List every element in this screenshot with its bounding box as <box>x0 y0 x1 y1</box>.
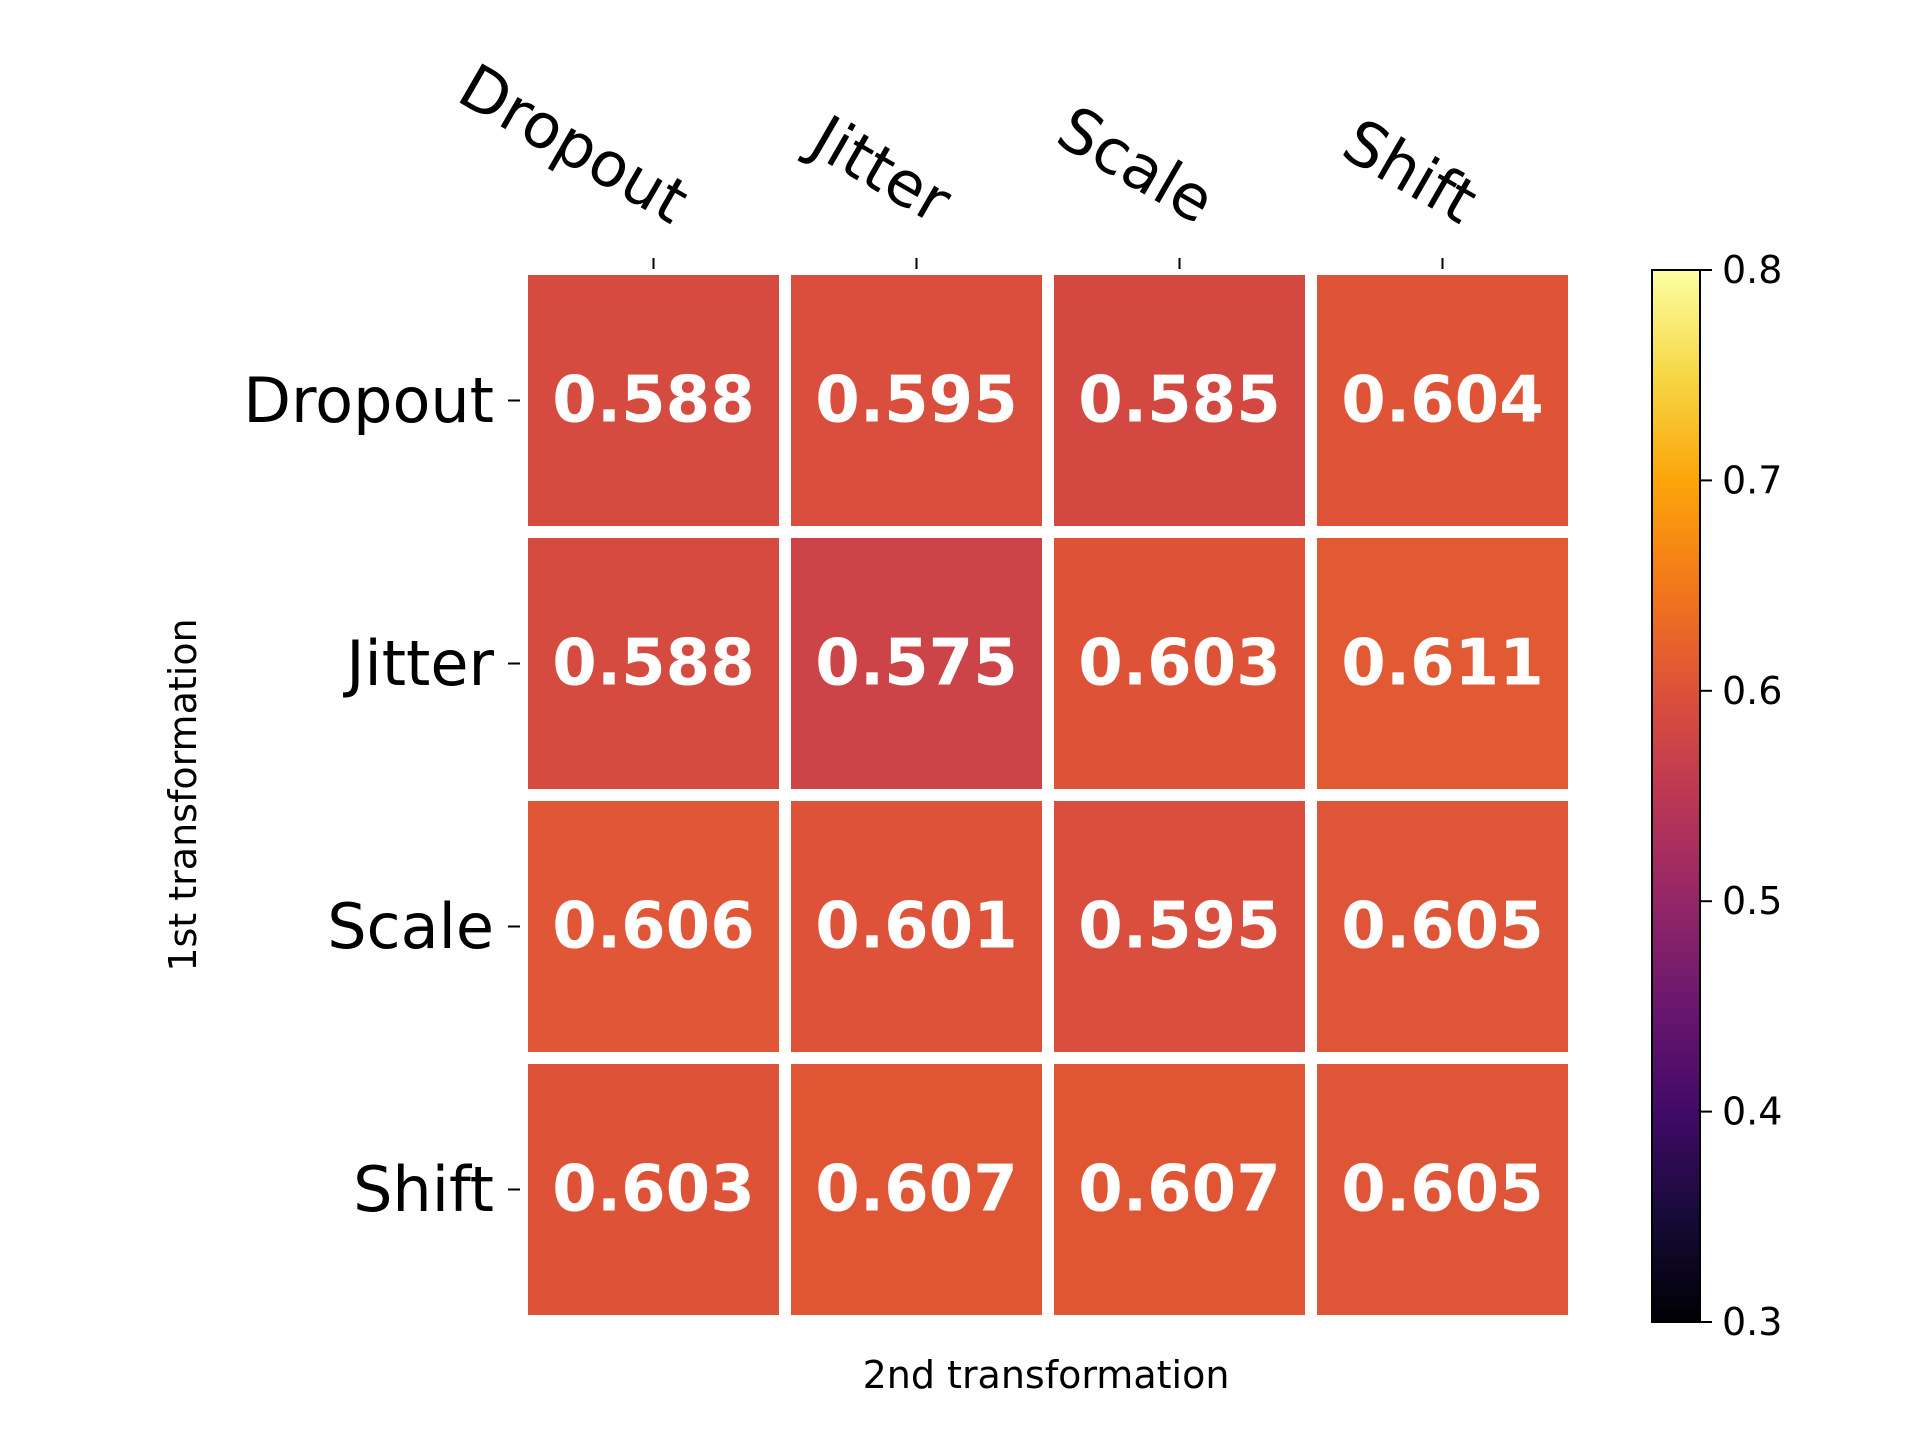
x-tick-label: Jitter <box>796 99 964 238</box>
heatmap-cell <box>1317 1064 1568 1315</box>
x-tick-label: Dropout <box>447 49 701 238</box>
cell-value-label: 0.603 <box>1078 627 1280 701</box>
heatmap-cell <box>1317 801 1568 1052</box>
cell-value-label: 0.588 <box>552 627 754 701</box>
heatmap-cell <box>1054 538 1305 789</box>
cell-value-label: 0.607 <box>815 1153 1017 1227</box>
heatmap-cell <box>1317 275 1568 526</box>
cell-value-label: 0.604 <box>1341 364 1543 438</box>
x-axis-ticks: Dropout Jitter Scale Shift <box>447 49 1490 269</box>
cell-value-labels: 0.588 0.595 0.585 0.604 0.588 0.575 0.603 0.611… <box>552 364 1543 1227</box>
x-axis-title: 2nd transformation <box>863 1353 1230 1397</box>
cell-value-label: 0.605 <box>1341 1153 1543 1227</box>
heatmap-cell <box>1317 538 1568 789</box>
y-axis-ticks: Dropout Jitter Scale Shift <box>243 364 520 1226</box>
heatmap-cell <box>791 275 1042 526</box>
colorbar: 0.3 0.4 0.5 0.6 0.7 0.8 <box>1651 248 1782 1344</box>
x-tick-label: Scale <box>1046 91 1227 238</box>
heatmap-cell <box>1054 801 1305 1052</box>
cell-value-label: 0.588 <box>552 364 754 438</box>
colorbar-tick-label: 0.6 <box>1722 669 1782 713</box>
colorbar-tick-label: 0.3 <box>1722 1300 1782 1344</box>
cell-value-label: 0.595 <box>1078 890 1280 964</box>
y-tick-label: Scale <box>327 890 494 963</box>
x-tick-label: Shift <box>1331 104 1490 238</box>
y-tick-label: Jitter <box>342 627 494 700</box>
heatmap-cell <box>1054 275 1305 526</box>
y-tick-label: Dropout <box>243 364 494 437</box>
cell-value-label: 0.601 <box>815 890 1017 964</box>
cell-value-label: 0.606 <box>552 890 754 964</box>
heatmap-cell <box>1054 1064 1305 1315</box>
heatmap-cell <box>528 538 779 789</box>
heatmap-cell <box>791 1064 1042 1315</box>
cell-value-label: 0.607 <box>1078 1153 1280 1227</box>
cell-value-label: 0.585 <box>1078 364 1280 438</box>
colorbar-gradient <box>1651 269 1701 1323</box>
heatmap-cell <box>791 801 1042 1052</box>
heatmap-cell <box>528 275 779 526</box>
heatmap-cells <box>528 275 1568 1315</box>
cell-value-label: 0.595 <box>815 364 1017 438</box>
y-axis-title: 1st transformation <box>161 618 205 971</box>
colorbar-tick-label: 0.5 <box>1722 879 1782 923</box>
heatmap-cell <box>528 801 779 1052</box>
cell-value-label: 0.611 <box>1341 627 1543 701</box>
colorbar-tick-label: 0.4 <box>1722 1090 1782 1134</box>
y-tick-label: Shift <box>353 1153 494 1226</box>
cell-value-label: 0.575 <box>815 627 1017 701</box>
colorbar-tick-label: 0.7 <box>1722 458 1782 502</box>
heatmap-cell <box>791 538 1042 789</box>
heatmap-cell <box>528 1064 779 1315</box>
cell-value-label: 0.605 <box>1341 890 1543 964</box>
cell-value-label: 0.603 <box>552 1153 754 1227</box>
colorbar-tick-label: 0.8 <box>1722 248 1782 292</box>
